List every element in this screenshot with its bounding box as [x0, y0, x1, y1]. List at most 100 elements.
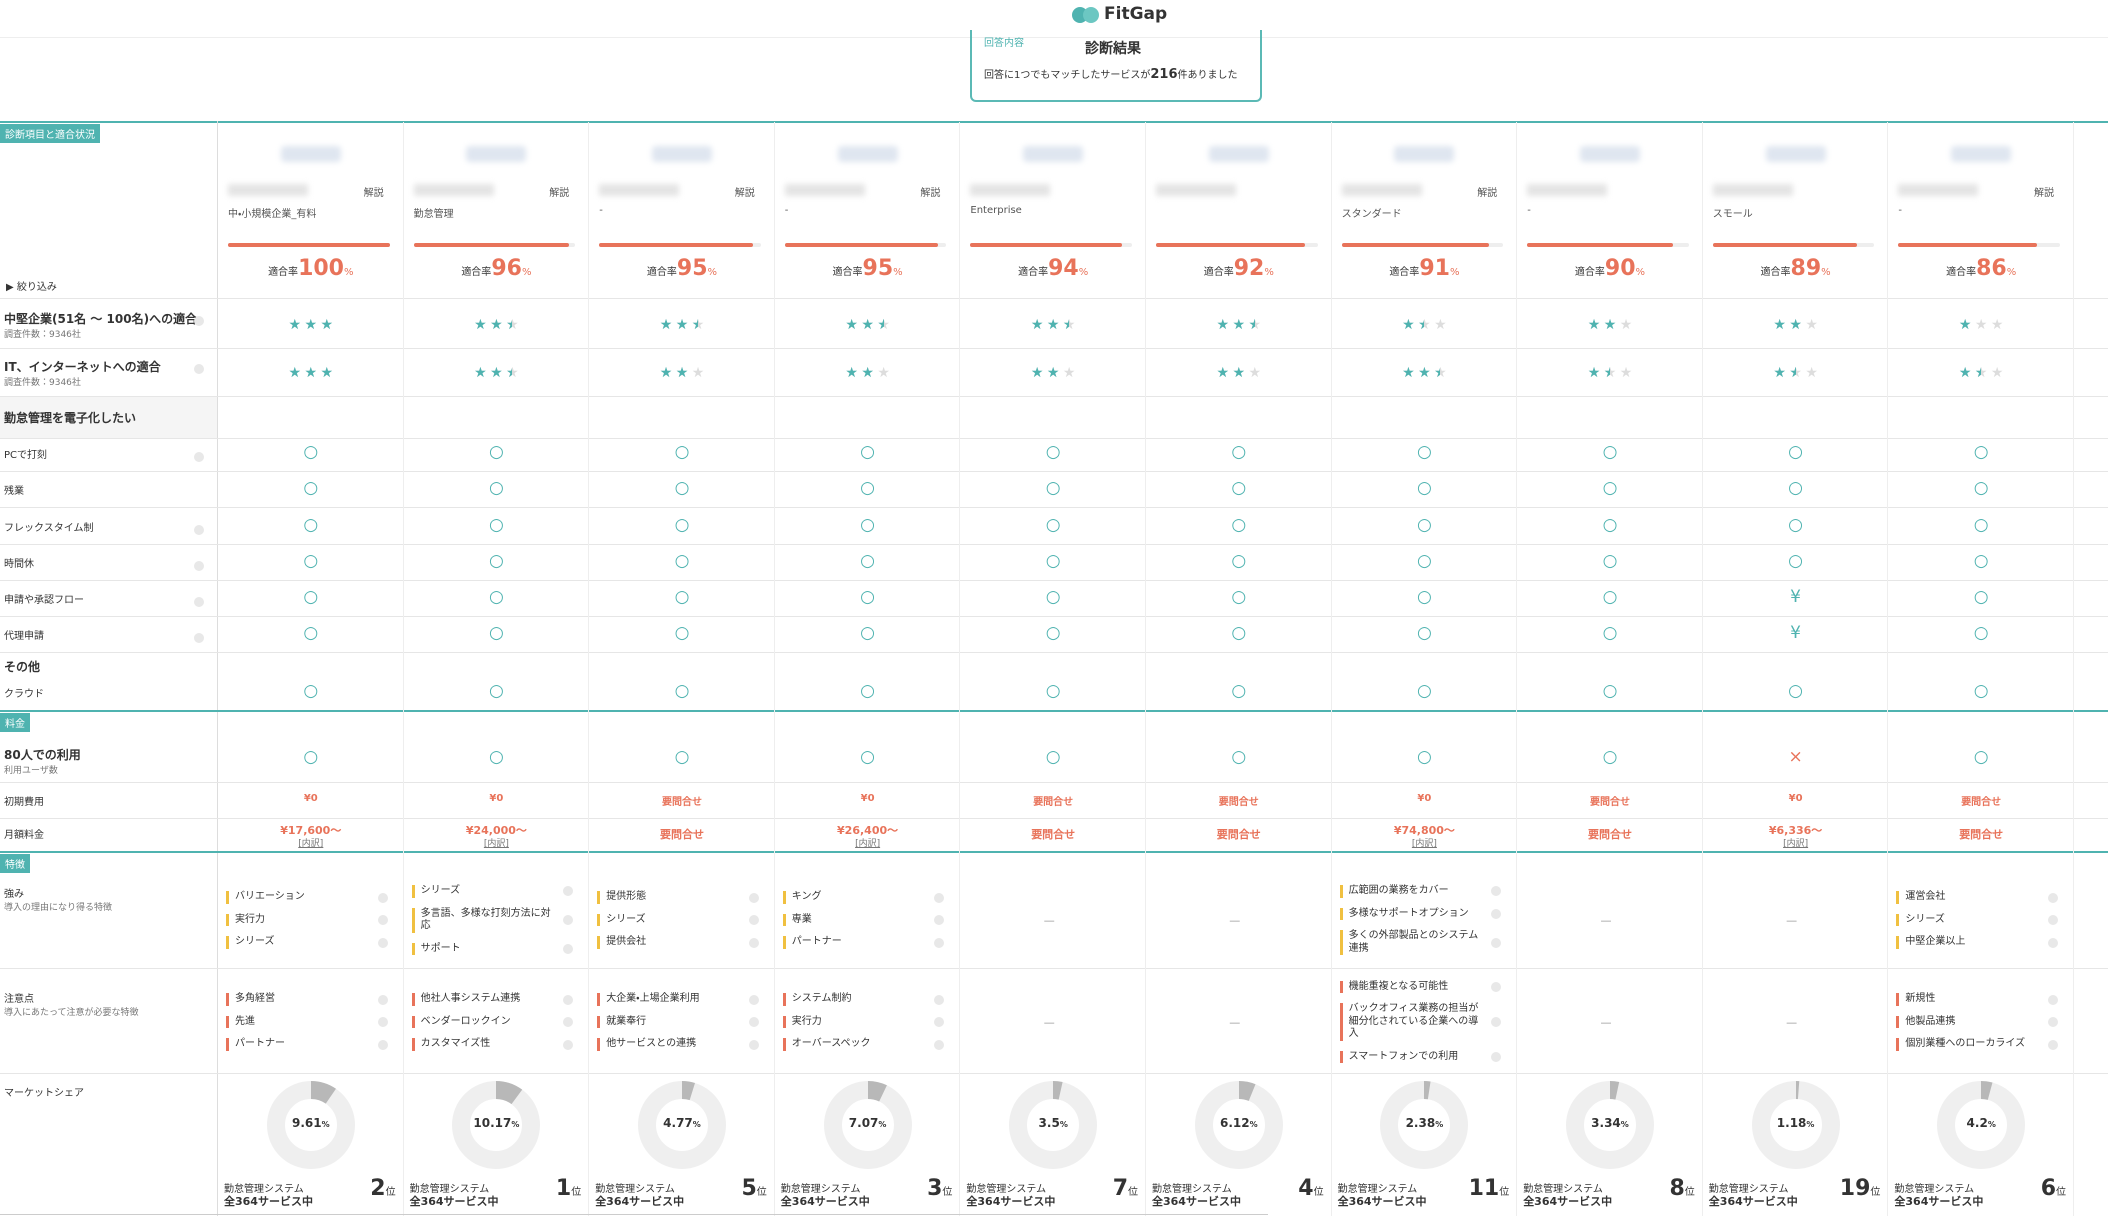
star: ★	[490, 317, 503, 333]
cautions-list: —	[1525, 972, 1687, 1072]
info-icon	[748, 915, 759, 925]
monthly-note[interactable]: [内訳]	[1411, 839, 1437, 849]
row-line	[0, 471, 2108, 472]
none-mark: —	[1786, 1015, 1798, 1029]
share-total: 全364サービス中	[1523, 1195, 1613, 1208]
star: ★	[504, 317, 512, 333]
star-rating: ★★★★★★	[1957, 362, 2005, 381]
plan-name: Enterprise	[970, 205, 1022, 216]
share-total: 全364サービス中	[1152, 1195, 1241, 1208]
cautions-item: 就業奉行	[597, 1015, 759, 1029]
star: ★	[845, 317, 858, 333]
plan-name: -	[1898, 205, 1902, 216]
check-mark: ○	[303, 551, 319, 571]
product-logo	[280, 146, 341, 162]
stars-empty: ★ ★ ★	[472, 362, 520, 381]
check-mark: ○	[860, 681, 876, 701]
check-mark: ○	[1231, 623, 1247, 643]
monthly-note[interactable]: [内訳]	[855, 839, 881, 849]
explain-link[interactable]: 解説	[734, 188, 755, 199]
fit-rate: 適合率100%	[218, 256, 404, 281]
strengths-item: シリーズ	[597, 913, 759, 927]
product-name	[1712, 184, 1793, 196]
explain-link[interactable]: 解説	[363, 188, 384, 199]
item-text: ベンダーロックイン	[420, 1015, 511, 1027]
row-label-text: その他	[4, 660, 41, 674]
monthly-note[interactable]: [内訳]	[483, 839, 509, 849]
strengths-list: 運営会社 シリーズ 中堅企業以上	[1896, 872, 2058, 968]
star: ★	[1248, 317, 1262, 333]
stars-empty: ★ ★ ★	[1772, 314, 1820, 333]
explain-link[interactable]: 解説	[549, 188, 570, 199]
star-rating: ★★★★★★	[287, 314, 335, 333]
item-text: 運営会社	[1905, 891, 1946, 903]
share-donut	[1380, 1081, 1469, 1169]
fit-prefix: 適合率	[1389, 267, 1420, 278]
row-line	[0, 396, 2108, 397]
share-value: 9.61	[291, 1116, 322, 1130]
monthly-fee: ¥26,400〜	[837, 824, 899, 837]
plan-name: 中・小規模企業_有料	[228, 209, 317, 220]
stars-filled: ★★★	[472, 314, 512, 333]
share-value: 10.17	[473, 1116, 512, 1130]
row-label-text: クラウド	[4, 689, 44, 700]
check-mark: ○	[1045, 587, 1061, 607]
row-label: IT、インターネットへの適合 調査件数：9346社	[4, 358, 204, 388]
item-text: 実行力	[791, 1015, 822, 1027]
star: ★	[304, 317, 318, 333]
fit-prefix: 適合率	[1760, 267, 1791, 278]
answer-label: 回答内容	[984, 38, 1024, 49]
star: ★	[288, 365, 302, 381]
none-mark: —	[1786, 913, 1798, 927]
row-label: 初期費用	[4, 793, 44, 808]
check-mark: ○	[1788, 551, 1804, 571]
product-logo	[1394, 146, 1455, 162]
info-icon	[563, 1017, 574, 1027]
fit-rate: 適合率89%	[1703, 256, 1889, 281]
share-category: 勤怠管理システム	[595, 1184, 675, 1195]
monthly-note[interactable]: [内訳]	[298, 839, 324, 849]
star: ★	[691, 317, 705, 333]
result-count: 216	[1150, 67, 1178, 82]
monthly-fee: 要問合せ	[659, 828, 704, 841]
star-rating: ★★★★★★	[1586, 362, 1634, 381]
star: ★	[1974, 317, 1988, 333]
monthly-note[interactable]: [内訳]	[1783, 839, 1809, 849]
column-divider	[959, 122, 961, 1216]
explain-link[interactable]: 解説	[2034, 188, 2054, 199]
star: ★	[691, 365, 705, 381]
star-rating: ★★★★★★	[287, 362, 335, 381]
share-total: 全364サービス中	[1708, 1195, 1798, 1208]
check-mark: ○	[1045, 478, 1061, 498]
check-mark: ○	[1602, 515, 1618, 535]
share-total: 全364サービス中	[1894, 1195, 1984, 1208]
fit-value: 95	[676, 256, 708, 281]
product-logo	[837, 146, 898, 162]
info-icon	[563, 943, 574, 954]
stars-empty: ★ ★ ★	[1029, 362, 1077, 381]
item-text: シリーズ	[1905, 913, 1945, 925]
share-text: 9.61%	[218, 1116, 404, 1130]
star: ★	[1402, 365, 1415, 381]
rank-value: 4	[1298, 1176, 1314, 1201]
stars-filled: ★★★	[1029, 362, 1061, 381]
share-value: 3.5	[1038, 1116, 1060, 1130]
star: ★	[320, 317, 334, 333]
row-line	[0, 438, 2108, 439]
stars-filled: ★★★	[1400, 314, 1424, 333]
explain-link[interactable]: 解説	[1477, 188, 1498, 199]
share-donut	[1937, 1081, 2026, 1169]
stars-filled: ★★★	[1215, 314, 1255, 333]
info-icon	[563, 886, 574, 897]
star: ★	[1958, 365, 1972, 381]
explain-link[interactable]: 解説	[920, 188, 941, 199]
fit-suffix: %	[1264, 267, 1274, 278]
stars-filled: ★★★	[1215, 362, 1247, 381]
check-mark: ○	[1973, 587, 1989, 607]
star-rating: ★★★★★★	[844, 362, 892, 381]
item-text: オーバースペック	[791, 1038, 871, 1050]
item-text: 機能重複となる可能性	[1348, 980, 1449, 992]
left-divider	[217, 121, 218, 1216]
plan-name: スタンダード	[1341, 209, 1402, 220]
star: ★	[304, 365, 318, 381]
